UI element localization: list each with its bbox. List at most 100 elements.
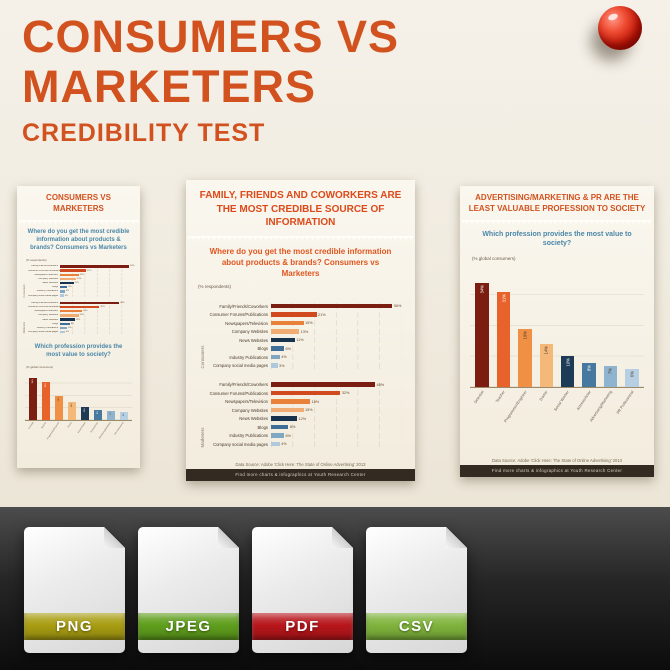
row: Industry Publications 6% <box>28 326 134 330</box>
vcatwrap: Teacher <box>41 421 52 434</box>
vcat: Scientist <box>28 421 35 430</box>
cat: Industry Publications <box>229 354 268 360</box>
vval: 10% <box>83 408 86 413</box>
cat: Consumer Forums/Publications <box>28 269 60 272</box>
poster-title-line2: MARKETERS <box>22 60 317 112</box>
row: Company Websites 13% <box>28 277 134 281</box>
track: 12% <box>271 415 401 422</box>
bar <box>60 294 64 297</box>
cat: Consumer Forums/Publications <box>209 390 268 396</box>
track: 56% <box>271 303 401 310</box>
axis-label: (% respondents) <box>198 284 232 290</box>
val: 3% <box>279 363 285 368</box>
row: Industry Publications 6% <box>207 432 401 439</box>
row: Blogs 8% <box>28 322 134 326</box>
cat: Blogs <box>52 286 58 289</box>
track: 8% <box>271 424 401 430</box>
bar <box>60 318 75 321</box>
row: Company Websites 15% <box>207 407 401 413</box>
poster-title-line1: CONSUMERS VS <box>22 11 400 62</box>
series-label: Consumers <box>200 345 205 369</box>
cat: News Websites <box>42 282 58 285</box>
row: Blogs 6% <box>207 345 401 352</box>
panel-credible-sources: FAMILY, FRIENDS AND COWORKERS ARE THE MO… <box>186 180 415 481</box>
rows: Family/Friends/Coworkers 48% Consumer Foru… <box>28 301 134 334</box>
row: Family/Friends/Coworkers 48% <box>28 301 134 305</box>
bar <box>271 320 304 326</box>
val: 56% <box>130 265 135 268</box>
vcat: Scientist <box>473 390 485 405</box>
vbar: 8% <box>93 409 102 420</box>
row: Industry Publications 4% <box>28 289 134 294</box>
vcol: 10% <box>559 264 577 388</box>
cat: Company social media pages <box>28 294 59 297</box>
vcat: Actress/Actor <box>575 390 592 412</box>
cat: Company Websites <box>231 329 268 335</box>
row: Family/Friends/Coworkers 48% <box>207 381 401 388</box>
track: 6% <box>271 432 401 439</box>
cat: Company Websites <box>38 277 58 280</box>
vcats: Scientist Teacher Programmer/Engineer Docto… <box>25 421 132 440</box>
bar <box>60 330 65 334</box>
row: Company social media pages 3% <box>207 362 401 369</box>
credibility-chart-consumers: Consumers Family/Friends/Coworkers 56% Cons… <box>200 303 401 369</box>
bar <box>60 269 86 272</box>
vcat: Actress/Actor <box>90 421 99 433</box>
data-source-note: Data Source: Adobe 'Click Here: The Stat… <box>235 462 366 467</box>
vcatwrap: Programmer/Engineer <box>47 421 65 440</box>
cat: Company Websites <box>231 407 268 413</box>
panel-question: Which profession provides the most value… <box>34 343 123 359</box>
cat: Blogs <box>257 346 268 352</box>
vbar: 14% <box>68 402 77 420</box>
professions-chart: 34% 31% 19% 14% 10% 8% 7% 6% Scientist Teacher Pro… <box>470 264 644 423</box>
track: 15% <box>271 320 401 327</box>
vbar: 19% <box>55 396 64 420</box>
track: 21% <box>271 311 401 318</box>
panel-subtitle: Where do you get the most credible infor… <box>209 246 392 278</box>
cat: News Websites <box>42 318 58 321</box>
track: 15% <box>60 273 134 277</box>
bar <box>271 303 393 309</box>
cat: Blogs <box>257 424 268 430</box>
vcat: Teacher <box>41 421 48 429</box>
cat: Industry Publications <box>36 290 58 293</box>
vcat: PR Professional <box>114 421 125 436</box>
val: 48% <box>376 382 385 387</box>
panel-subtitle: Which profession provides the most value… <box>482 230 632 248</box>
mini-credibility-chart-consumers: Consumers Family/Friends/Coworkers 56% Cons… <box>23 264 135 298</box>
track: 32% <box>60 305 134 309</box>
vcol: 34% <box>28 371 39 420</box>
pushpin-head <box>598 6 642 50</box>
panel-professions-value: ADVERTISING/MARKETING & PR ARE THE LEAST… <box>460 186 654 477</box>
val: 6% <box>285 346 292 351</box>
vcatwrap: Doctor <box>537 388 555 418</box>
track: 13% <box>60 277 134 281</box>
val: 15% <box>305 408 313 412</box>
vbar: 7% <box>106 410 115 420</box>
bar <box>271 424 289 430</box>
row: Family/Friends/Coworkers 56% <box>28 264 135 268</box>
track: 4% <box>60 289 134 294</box>
file-format-label: CSV <box>366 613 467 640</box>
val: 4% <box>281 442 287 446</box>
png-file-icon: PNG <box>24 527 125 653</box>
vcol: 7% <box>105 371 116 420</box>
bar <box>271 390 341 396</box>
row: Company social media pages 4% <box>207 441 401 447</box>
vcatwrap: Scientist <box>473 388 491 418</box>
vcol: 19% <box>516 264 534 388</box>
series-label: Marketers <box>200 426 205 447</box>
track: 21% <box>60 268 134 273</box>
file-fold-corner <box>446 527 467 548</box>
cat: Blogs <box>52 322 58 325</box>
cat: Company social media pages <box>28 331 59 334</box>
row: Consumer Forums/Publications 21% <box>207 311 401 318</box>
vcat: Social Worker <box>553 390 571 412</box>
vcat: Social Worker <box>77 421 87 434</box>
data-source-note: Data Source: Adobe 'Click Here: The Stat… <box>491 458 622 463</box>
vbar: 8% <box>582 362 596 388</box>
credibility-charts: Consumers Family/Friends/Coworkers 56% Cons… <box>192 292 409 458</box>
vbar: 31% <box>496 291 511 388</box>
panel-question: Where do you get the most credible infor… <box>27 228 130 252</box>
